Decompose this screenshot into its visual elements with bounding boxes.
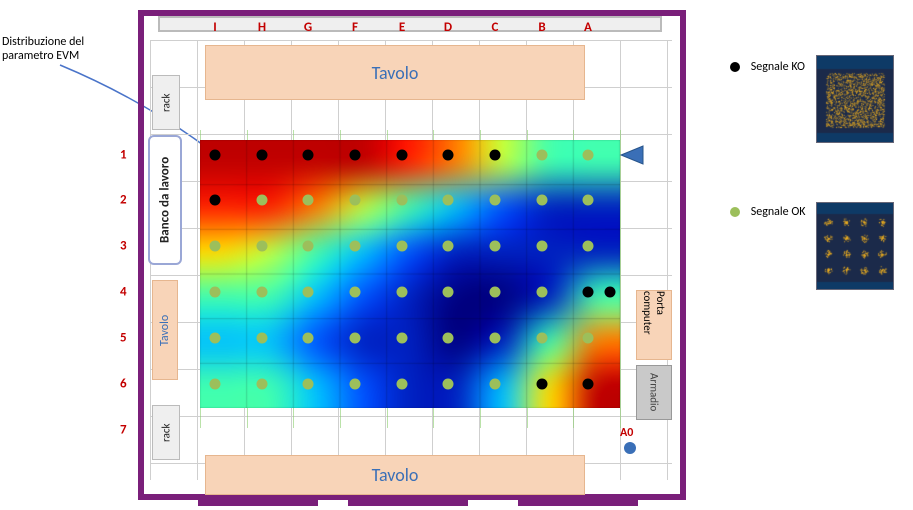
table-side: Tavolo [152,280,178,380]
meas-dot [443,150,454,161]
meas-dot [537,241,548,252]
row-label-5: 5 [120,331,127,346]
col-label-c: C [492,20,499,35]
meas-dot [350,241,361,252]
row-label-3: 3 [120,239,127,254]
col-label-e: E [399,20,405,35]
meas-dot [583,150,594,161]
meas-dot [350,379,361,390]
meas-dot [443,195,454,206]
workbench: Banco da lavoro [148,135,182,265]
col-label-d: D [444,20,452,35]
floor-strip-3 [518,498,638,506]
legend-ko: Segnale KO [730,60,805,74]
col-label-f: F [352,20,358,35]
col-label-b: B [538,20,545,35]
cabinet: Armadio [636,365,672,420]
row-label-7: 7 [120,423,127,438]
evm-heatmap [200,140,620,408]
rack-top: rack [152,75,180,130]
floor-strip-1 [198,498,318,506]
col-label-a: A [584,20,592,35]
computer-holder: Porta computer [636,290,672,360]
meas-dot [397,379,408,390]
row-label-1: 1 [120,148,127,163]
meas-dot [257,287,268,298]
meas-dot [210,287,221,298]
meas-dot [210,379,221,390]
meas-dot [443,287,454,298]
legend-ok-label: Segnale OK [751,205,806,219]
rack-bottom: rack [152,405,180,460]
meas-dot [583,287,594,298]
meas-dot [490,287,501,298]
meas-dot [210,150,221,161]
meas-dot [257,195,268,206]
meas-dot [490,241,501,252]
meas-dot [490,195,501,206]
meas-dot [303,379,314,390]
row-label-4: 4 [120,285,127,300]
meas-dot [397,287,408,298]
thumbnail-ko [816,55,894,143]
meas-dot [210,195,221,206]
col-label-i: I [213,20,216,35]
meas-dot [490,379,501,390]
floor-strip-2 [348,498,468,506]
meas-dot [210,333,221,344]
table-top: Tavolo [205,45,585,100]
meas-dot [605,287,616,298]
meas-dot [257,379,268,390]
meas-dot [490,333,501,344]
meas-dot [257,333,268,344]
meas-dot [443,379,454,390]
meas-dot [397,195,408,206]
meas-dot [583,195,594,206]
meas-dot [303,195,314,206]
meas-dot [583,333,594,344]
meas-dot [303,287,314,298]
meas-dot [443,333,454,344]
legend-ko-dot [730,62,740,72]
meas-dot [350,333,361,344]
a0-dot [624,442,636,454]
meas-dot [537,287,548,298]
sensor-icon [619,144,645,166]
meas-dot [537,195,548,206]
meas-dot [350,150,361,161]
legend-ko-label: Segnale KO [751,60,805,74]
row-label-6: 6 [120,377,127,392]
a0-label: A0 [620,426,633,440]
meas-dot [303,150,314,161]
meas-dot [210,241,221,252]
meas-dot [443,241,454,252]
meas-dot [257,241,268,252]
meas-dot [397,241,408,252]
legend-ok-dot [730,207,740,217]
meas-dot [490,150,501,161]
col-label-g: G [304,20,312,35]
thumbnail-ok [816,202,894,290]
meas-dot [350,195,361,206]
evm-note-line1: Distribuzione del [2,35,84,49]
meas-dot [303,333,314,344]
row-label-2: 2 [120,193,127,208]
table-bottom: Tavolo [205,455,585,495]
meas-dot [537,150,548,161]
meas-dot [583,241,594,252]
col-label-h: H [258,20,266,35]
meas-dot [537,379,548,390]
meas-dot [397,333,408,344]
meas-dot [583,379,594,390]
meas-dot [257,150,268,161]
evm-note: Distribuzione del parametro EVM [2,35,84,64]
meas-dot [537,333,548,344]
meas-dot [303,241,314,252]
meas-dot [397,150,408,161]
meas-dot [350,287,361,298]
legend-ok: Segnale OK [730,205,806,219]
evm-note-line2: parametro EVM [2,49,79,63]
